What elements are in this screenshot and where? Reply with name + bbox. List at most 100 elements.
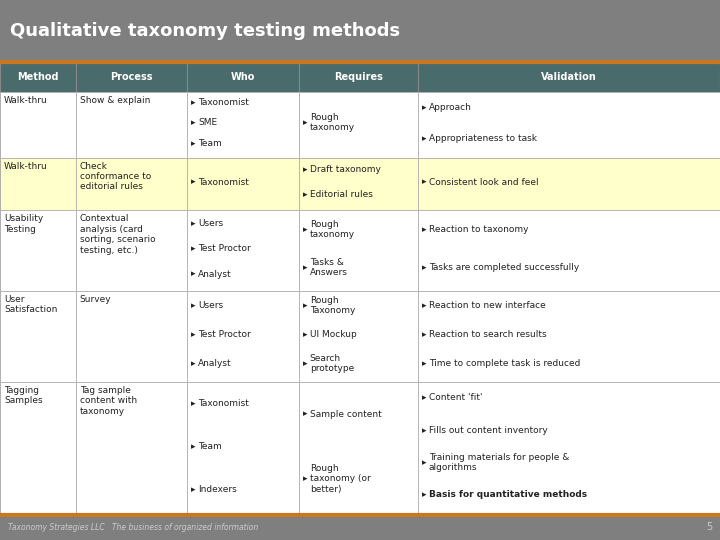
Bar — [0, 158, 76, 211]
Bar — [299, 92, 418, 158]
Bar — [0, 515, 720, 540]
Bar — [187, 62, 299, 92]
Text: ▸: ▸ — [422, 394, 426, 402]
Text: ▸: ▸ — [422, 426, 426, 435]
Text: ▸: ▸ — [192, 399, 196, 408]
Text: Process: Process — [110, 72, 153, 82]
Text: ▸: ▸ — [192, 442, 196, 451]
Text: Rough
taxonomy: Rough taxonomy — [310, 113, 355, 132]
Text: ▸: ▸ — [422, 178, 426, 186]
Text: ▸: ▸ — [422, 359, 426, 368]
Text: Survey: Survey — [80, 295, 111, 304]
Text: ▸: ▸ — [303, 301, 307, 310]
Text: ▸: ▸ — [422, 103, 426, 112]
Text: Rough
Taxonomy: Rough Taxonomy — [310, 295, 355, 315]
Text: Walk-thru: Walk-thru — [4, 161, 48, 171]
Text: ▸: ▸ — [192, 485, 196, 494]
Text: Taxonomy Strategies LLC   The business of organized information: Taxonomy Strategies LLC The business of … — [8, 523, 258, 532]
Text: Appropriateness to task: Appropriateness to task — [428, 134, 536, 143]
Text: Team: Team — [198, 442, 222, 451]
Bar — [418, 382, 720, 515]
Text: Reaction to search results: Reaction to search results — [428, 330, 546, 339]
Bar — [76, 291, 187, 382]
Text: Analyst: Analyst — [198, 269, 232, 279]
Text: Draft taxonomy: Draft taxonomy — [310, 165, 381, 174]
Bar — [299, 382, 418, 515]
Text: ▸: ▸ — [192, 139, 196, 148]
Text: Fills out content inventory: Fills out content inventory — [428, 426, 547, 435]
Text: Team: Team — [198, 139, 222, 148]
Text: Test Proctor: Test Proctor — [198, 244, 251, 253]
Bar — [418, 211, 720, 291]
Text: ▸: ▸ — [192, 219, 196, 228]
Text: Requires: Requires — [334, 72, 382, 82]
Text: Users: Users — [198, 301, 223, 310]
Text: Reaction to taxonomy: Reaction to taxonomy — [428, 225, 528, 234]
Text: Tasks &
Answers: Tasks & Answers — [310, 258, 348, 278]
Text: ▸: ▸ — [192, 269, 196, 279]
Text: Tasks are completed successfully: Tasks are completed successfully — [428, 263, 579, 272]
Bar — [299, 62, 418, 92]
Text: Qualitative taxonomy testing methods: Qualitative taxonomy testing methods — [10, 22, 400, 40]
Text: ▸: ▸ — [192, 98, 196, 107]
Bar — [76, 92, 187, 158]
Text: Time to complete task is reduced: Time to complete task is reduced — [428, 359, 580, 368]
Text: Sample content: Sample content — [310, 409, 382, 418]
Text: ▸: ▸ — [303, 409, 307, 418]
Bar — [76, 158, 187, 211]
Text: User
Satisfaction: User Satisfaction — [4, 295, 58, 314]
Text: ▸: ▸ — [192, 301, 196, 310]
Text: ▸: ▸ — [422, 458, 426, 467]
Bar — [0, 291, 76, 382]
Bar — [187, 291, 299, 382]
Text: Rough
taxonomy (or
better): Rough taxonomy (or better) — [310, 464, 371, 494]
Bar — [0, 211, 76, 291]
Text: Search
prototype: Search prototype — [310, 354, 354, 373]
Text: ▸: ▸ — [303, 118, 307, 127]
Text: Rough
taxonomy: Rough taxonomy — [310, 220, 355, 239]
Text: Method: Method — [17, 72, 58, 82]
Text: ▸: ▸ — [422, 330, 426, 339]
Text: ▸: ▸ — [192, 244, 196, 253]
Text: ▸: ▸ — [192, 178, 196, 186]
Text: SME: SME — [198, 118, 217, 127]
Text: Basis for quantitative methods: Basis for quantitative methods — [428, 490, 587, 500]
Text: Taxonomist: Taxonomist — [198, 98, 249, 107]
Bar — [76, 211, 187, 291]
Text: Tagging
Samples: Tagging Samples — [4, 386, 42, 405]
Bar — [76, 62, 187, 92]
Text: ▸: ▸ — [303, 474, 307, 483]
Text: Tag sample
content with
taxonomy: Tag sample content with taxonomy — [80, 386, 137, 416]
Bar — [187, 158, 299, 211]
Bar — [418, 62, 720, 92]
Text: ▸: ▸ — [303, 225, 307, 234]
Bar — [0, 382, 76, 515]
Text: Approach: Approach — [428, 103, 472, 112]
Text: Analyst: Analyst — [198, 359, 232, 368]
Text: Consistent look and feel: Consistent look and feel — [428, 178, 539, 186]
Text: ▸: ▸ — [192, 118, 196, 127]
Text: Reaction to new interface: Reaction to new interface — [428, 301, 545, 310]
Text: Show & explain: Show & explain — [80, 96, 150, 105]
Text: Validation: Validation — [541, 72, 597, 82]
Text: Who: Who — [231, 72, 255, 82]
Text: Contextual
analysis (card
sorting, scenario
testing, etc.): Contextual analysis (card sorting, scena… — [80, 214, 156, 255]
Bar — [418, 92, 720, 158]
Text: Walk-thru: Walk-thru — [4, 96, 48, 105]
Text: ▸: ▸ — [303, 165, 307, 174]
Text: Editorial rules: Editorial rules — [310, 190, 373, 199]
Bar — [418, 291, 720, 382]
Text: ▸: ▸ — [303, 330, 307, 339]
Text: ▸: ▸ — [422, 301, 426, 310]
Text: Indexers: Indexers — [198, 485, 237, 494]
Text: Usability
Testing: Usability Testing — [4, 214, 43, 234]
Bar — [187, 92, 299, 158]
Text: ▸: ▸ — [422, 134, 426, 143]
Bar — [76, 382, 187, 515]
Text: Taxonomist: Taxonomist — [198, 178, 249, 186]
Text: ▸: ▸ — [303, 190, 307, 199]
Text: Users: Users — [198, 219, 223, 228]
Bar — [187, 382, 299, 515]
Text: ▸: ▸ — [422, 263, 426, 272]
Text: Test Proctor: Test Proctor — [198, 330, 251, 339]
